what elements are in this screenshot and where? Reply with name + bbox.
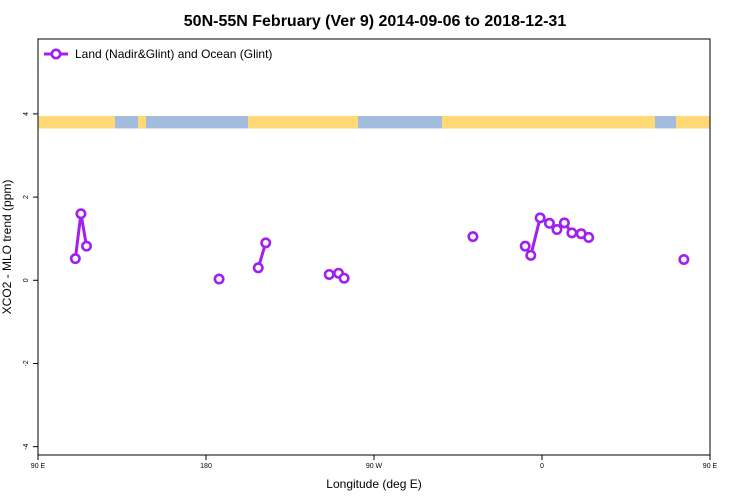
data-point bbox=[69, 253, 81, 265]
x-axis: 90 E 180 90 W 0 90 E bbox=[31, 455, 718, 470]
map-band bbox=[38, 115, 710, 129]
x-tick-label: 90 E bbox=[703, 463, 718, 470]
data-point bbox=[81, 240, 93, 252]
data-point bbox=[467, 231, 479, 243]
data-point bbox=[534, 212, 546, 224]
data-point bbox=[252, 262, 264, 274]
data-point bbox=[519, 240, 531, 252]
plot-background bbox=[38, 39, 710, 455]
data-point bbox=[525, 249, 537, 261]
map-band-land bbox=[38, 115, 115, 129]
x-tick-label: 180 bbox=[200, 463, 212, 470]
series-layer bbox=[69, 208, 690, 285]
y-tick-label: 0 bbox=[23, 278, 30, 282]
data-point bbox=[213, 273, 225, 285]
y-axis: -4 -2 0 2 4 bbox=[23, 112, 38, 450]
data-point bbox=[260, 237, 272, 249]
map-band-land bbox=[442, 115, 655, 129]
data-point bbox=[543, 217, 555, 229]
x-tick-label: 90 W bbox=[366, 463, 383, 470]
x-tick-label: 90 E bbox=[31, 463, 46, 470]
y-axis-label: XCO2 - MLO trend (ppm) bbox=[0, 180, 14, 315]
y-tick-label: 4 bbox=[23, 112, 30, 116]
x-tick-label: 0 bbox=[540, 463, 544, 470]
data-point bbox=[678, 253, 690, 265]
legend: Land (Nadir&Glint) and Ocean (Glint) bbox=[44, 47, 272, 61]
x-axis-label: Longitude (deg E) bbox=[326, 477, 421, 491]
data-point bbox=[323, 268, 335, 280]
data-point bbox=[551, 224, 563, 236]
chart-title: 50N-55N February (Ver 9) 2014-09-06 to 2… bbox=[184, 13, 567, 30]
data-point bbox=[338, 272, 350, 284]
y-tick-label: 2 bbox=[23, 195, 30, 199]
data-point bbox=[558, 217, 570, 229]
data-point bbox=[566, 227, 578, 239]
data-point bbox=[75, 208, 87, 220]
map-band-land bbox=[138, 115, 146, 129]
y-tick-label: -4 bbox=[23, 443, 30, 449]
plot-area bbox=[37, 38, 711, 456]
map-band-land bbox=[676, 115, 710, 129]
y-tick-label: -2 bbox=[23, 360, 30, 366]
data-point bbox=[583, 231, 595, 243]
legend-marker bbox=[50, 48, 62, 60]
map-band-land bbox=[248, 115, 358, 129]
legend-label: Land (Nadir&Glint) and Ocean (Glint) bbox=[75, 47, 272, 61]
